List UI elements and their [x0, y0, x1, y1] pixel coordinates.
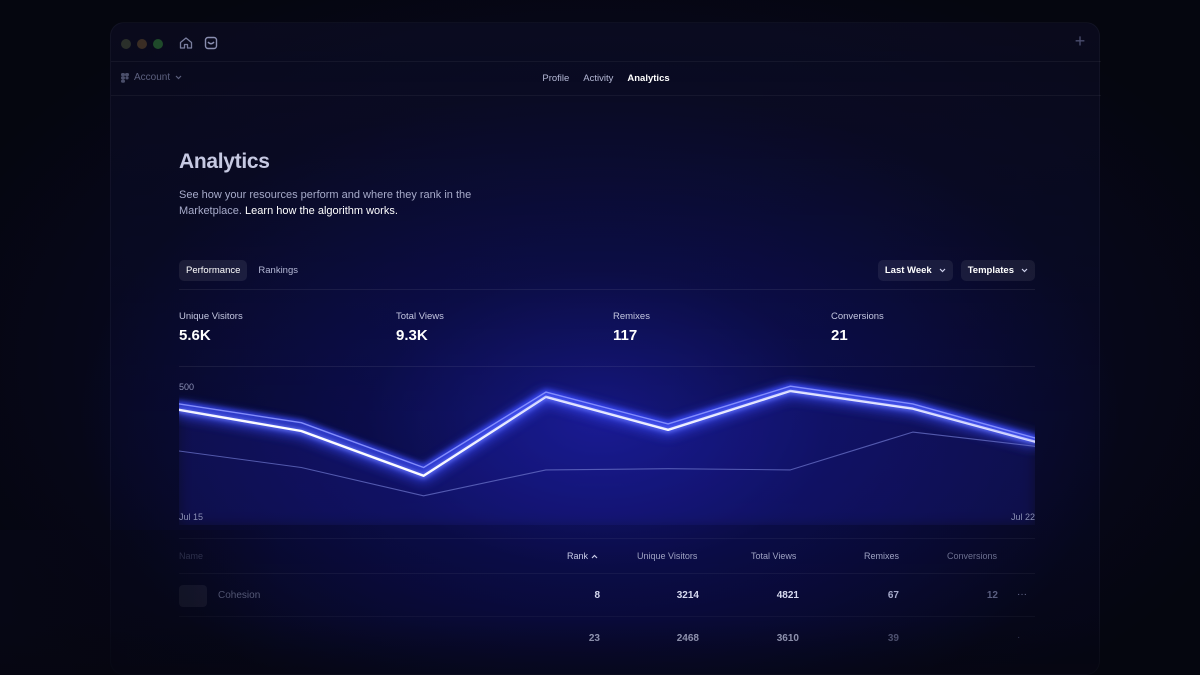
column-header-conversions[interactable]: Conversions — [947, 551, 998, 561]
total-views-cell: 4821 — [776, 590, 799, 601]
chevron-down-icon — [175, 75, 182, 80]
nav-tab-analytics[interactable]: Analytics — [627, 73, 670, 84]
column-header-remixes[interactable]: Remixes — [864, 551, 900, 561]
inbox-icon[interactable] — [203, 35, 219, 51]
divider — [179, 366, 1035, 367]
performance-chart: 500 Jul 15 Jul 22 — [179, 382, 1035, 525]
series-line-2 — [179, 431, 1035, 497]
stat-unique-visitors: Unique Visitors 5.6K — [179, 311, 243, 344]
title-bar: + — [111, 23, 1101, 61]
divider — [179, 538, 1035, 539]
chevron-up-icon — [591, 554, 598, 558]
stat-conversions: Conversions 21 — [831, 311, 884, 344]
y-tick-label: 500 — [179, 382, 194, 392]
stat-label: Total Views — [396, 311, 444, 322]
resource-thumbnail — [179, 585, 207, 607]
series-line-1 — [179, 385, 1035, 469]
series-line-0 — [179, 389, 1035, 478]
top-nav: Account Profile Activity Analytics — [111, 61, 1101, 96]
x-tick-label: Jul 22 — [1011, 512, 1035, 522]
remixes-cell: 67 — [887, 590, 899, 601]
app-window: + Account Profile Activity Analytics — [110, 22, 1101, 675]
unique-visitors-cell: 3214 — [676, 590, 699, 601]
account-menu[interactable]: Account — [121, 72, 182, 83]
divider — [179, 289, 1035, 290]
conversions-cell: 12 — [986, 590, 998, 601]
resource-name[interactable]: Cohesion — [218, 590, 261, 601]
tab-performance[interactable]: Performance — [179, 260, 248, 281]
description-text: See how your resources perform and where… — [179, 189, 472, 217]
stat-value: 9.3K — [396, 327, 428, 344]
figma-logo-icon — [121, 72, 129, 83]
close-window-button[interactable] — [121, 39, 131, 49]
column-header-rank[interactable]: Rank — [567, 551, 598, 561]
nav-tab-activity[interactable]: Activity — [583, 73, 614, 84]
tab-rankings[interactable]: Rankings — [258, 265, 298, 276]
x-tick-label: Jul 15 — [179, 512, 203, 522]
column-header-name[interactable]: Name — [179, 551, 204, 561]
minimize-window-button[interactable] — [137, 39, 147, 49]
stat-value: 117 — [613, 327, 638, 344]
stat-remixes: Remixes 117 — [613, 311, 650, 344]
more-options-icon[interactable]: · — [1017, 632, 1021, 643]
view-tabs: Performance Rankings — [179, 260, 305, 281]
chevron-down-icon — [1021, 268, 1028, 273]
remixes-cell: 39 — [887, 633, 899, 644]
unique-visitors-cell: 2468 — [676, 633, 699, 644]
table-row[interactable]: 23 2468 3610 39 · — [179, 624, 1035, 666]
stat-label: Unique Visitors — [179, 311, 243, 322]
stat-total-views: Total Views 9.3K — [396, 311, 444, 344]
column-header-unique-visitors[interactable]: Unique Visitors — [637, 551, 698, 561]
type-dropdown[interactable]: Templates — [960, 260, 1035, 281]
rank-cell: 8 — [594, 590, 600, 601]
filters: Last Week Templates — [877, 260, 1035, 281]
chevron-down-icon — [939, 268, 946, 273]
stat-value: 21 — [831, 327, 848, 344]
divider — [179, 616, 1035, 617]
page-description: See how your resources perform and where… — [179, 187, 479, 219]
more-options-icon[interactable]: ··· — [1017, 589, 1027, 600]
new-tab-icon[interactable]: + — [1074, 31, 1086, 51]
home-icon[interactable] — [178, 35, 194, 51]
stat-value: 5.6K — [179, 327, 211, 344]
stat-label: Conversions — [831, 311, 884, 322]
period-dropdown[interactable]: Last Week — [877, 260, 953, 281]
rank-header-label: Rank — [567, 551, 589, 561]
series-area-glow — [179, 390, 1035, 525]
nav-tabs: Profile Activity Analytics — [111, 73, 1101, 84]
account-label: Account — [134, 72, 171, 83]
total-views-cell: 3610 — [776, 633, 799, 644]
nav-tab-profile[interactable]: Profile — [542, 73, 570, 84]
maximize-window-button[interactable] — [153, 39, 163, 49]
divider — [179, 573, 1035, 574]
rank-cell: 23 — [588, 633, 600, 644]
type-label: Templates — [967, 265, 1014, 276]
period-label: Last Week — [884, 265, 932, 276]
algorithm-link[interactable]: Learn how the algorithm works. — [245, 205, 398, 217]
stat-label: Remixes — [613, 311, 650, 322]
page-title: Analytics — [179, 150, 270, 173]
column-header-total-views[interactable]: Total Views — [751, 551, 797, 561]
